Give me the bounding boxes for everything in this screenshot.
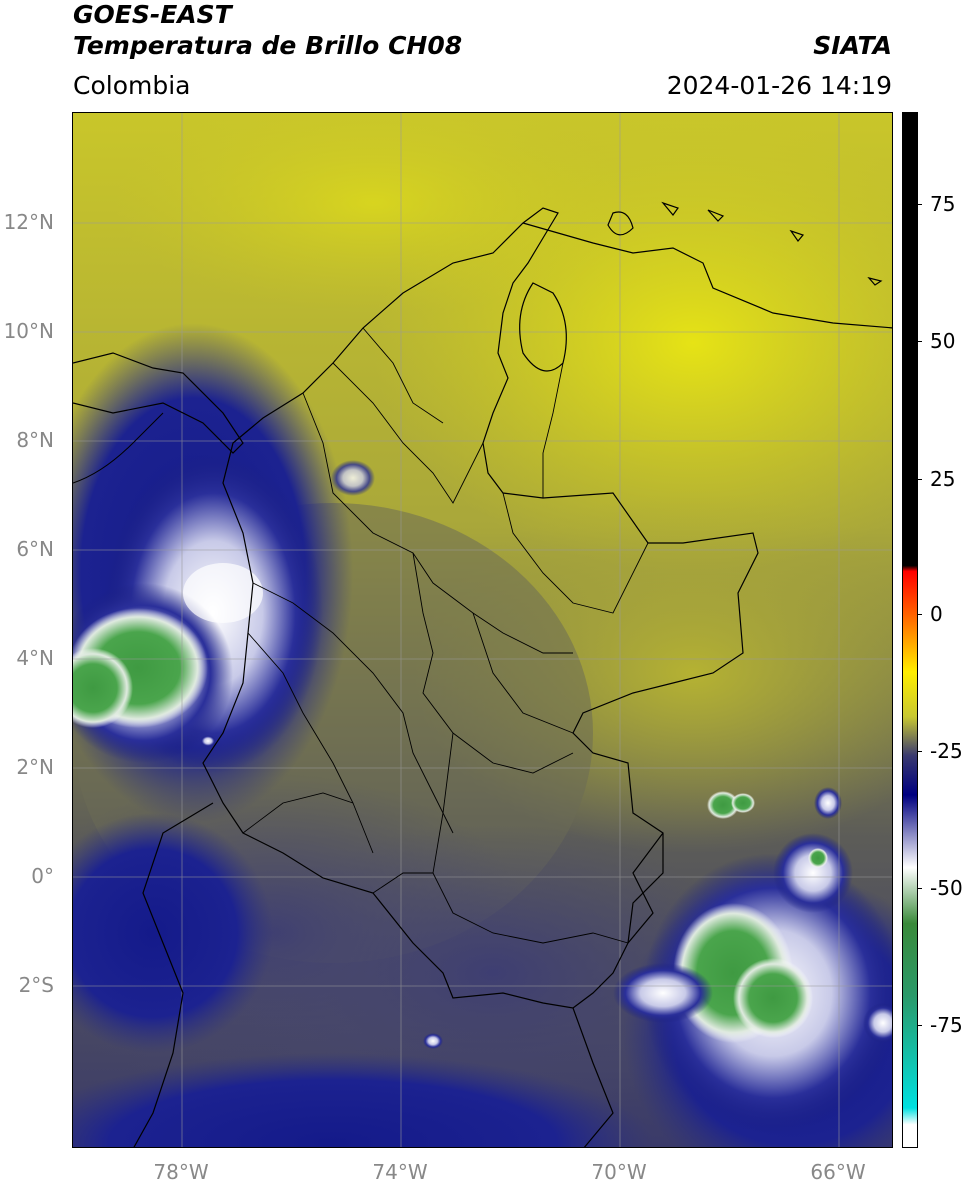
colorbar-label-minus75: -75 bbox=[930, 1013, 963, 1037]
lat-label-2n: 2°N bbox=[16, 755, 54, 779]
boundaries bbox=[73, 201, 892, 1147]
lat-label-10n: 10°N bbox=[3, 319, 54, 343]
colorbar-tick bbox=[917, 204, 922, 205]
satellite-map[interactable] bbox=[72, 112, 893, 1148]
lat-label-4n: 4°N bbox=[16, 646, 54, 670]
colorbar-tick bbox=[917, 751, 922, 752]
colorbar-label-75: 75 bbox=[930, 192, 956, 216]
colorbar-label-minus50: -50 bbox=[930, 876, 963, 900]
colorbar-label-25: 25 bbox=[930, 467, 956, 491]
colorbar-label-minus25: -25 bbox=[930, 739, 963, 763]
lat-label-6n: 6°N bbox=[16, 537, 54, 561]
lon-label-70w: 70°W bbox=[591, 1160, 647, 1184]
title-line1: GOES-EAST bbox=[73, 0, 232, 29]
colorbar-tick bbox=[917, 614, 922, 615]
datetime-label: 2024-01-26 14:19 bbox=[666, 71, 892, 100]
map-canvas bbox=[73, 113, 892, 1147]
lat-label-8n: 8°N bbox=[16, 428, 54, 452]
brand-label: SIATA bbox=[813, 31, 892, 60]
colorbar-tick bbox=[917, 479, 922, 480]
lon-label-78w: 78°W bbox=[153, 1160, 209, 1184]
lon-label-66w: 66°W bbox=[810, 1160, 866, 1184]
lat-label-12n: 12°N bbox=[3, 210, 54, 234]
region-label: Colombia bbox=[73, 71, 191, 100]
title-line2: Temperatura de Brillo CH08 bbox=[73, 31, 463, 60]
colorbar-tick bbox=[917, 1025, 922, 1026]
lat-label-2s: 2°S bbox=[18, 973, 54, 997]
colorbar bbox=[902, 112, 918, 1148]
lon-label-74w: 74°W bbox=[372, 1160, 428, 1184]
colorbar-label-0: 0 bbox=[930, 602, 943, 626]
colorbar-tick bbox=[917, 888, 922, 889]
graticule bbox=[73, 113, 892, 1147]
lat-label-0: 0° bbox=[31, 864, 54, 888]
colorbar-label-50: 50 bbox=[930, 329, 956, 353]
colorbar-tick bbox=[917, 341, 922, 342]
